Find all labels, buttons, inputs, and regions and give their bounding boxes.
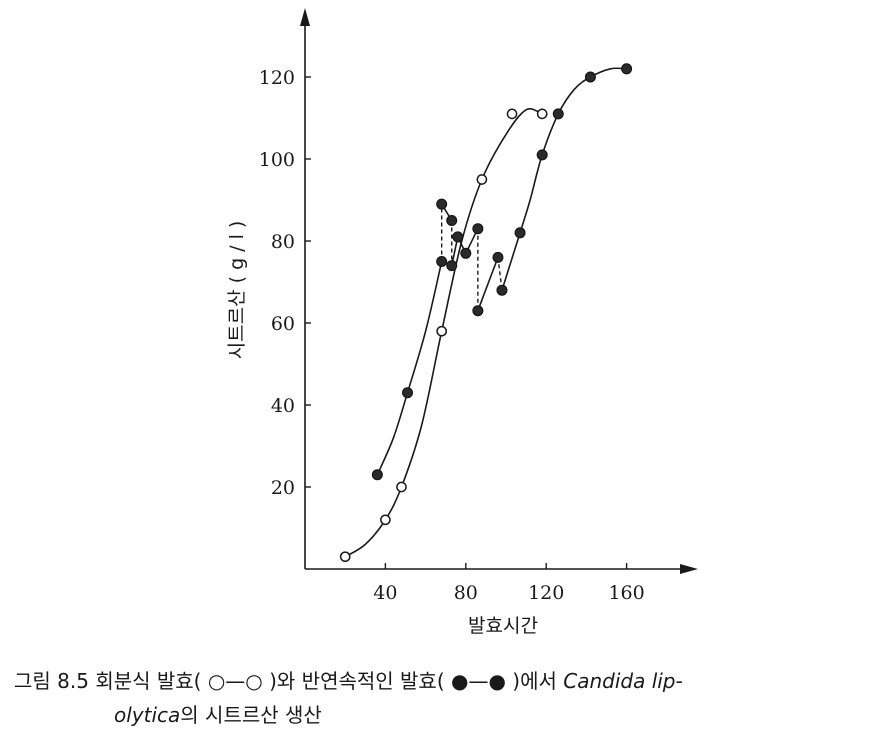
chart-marks [339,63,633,563]
y-axis-title: 시트르산 ( g / l ) [226,221,248,360]
filled-circle-series-line-upper [519,67,627,234]
open-circle-point [476,174,488,185]
x-tick-label: 120 [528,582,564,604]
filled-circle-point [472,223,484,235]
y-axis-arrow [300,8,310,26]
filled-circle-point [621,63,633,75]
filled-circle-series-segment [477,257,499,311]
filled-circle-point [446,215,458,226]
open-circle-point [536,108,548,120]
open-circle-legend-symbol: ○—○ [201,669,270,693]
filled-circle-point [402,387,414,399]
y-tick-label: 80 [271,231,295,253]
filled-circle-point [492,251,504,263]
filled-circle-point [536,149,548,161]
caption-line2-rest: 의 시트르산 생산 [180,703,322,727]
filled-circle-point [460,247,472,259]
y-tick-label: 120 [259,67,295,89]
caption-species-part2: olytica [114,703,181,727]
y-tick-label: 40 [271,395,295,417]
chart-curves [344,67,627,558]
x-axis-title: 발효시간 [468,615,538,637]
filled-circle-point [436,198,448,210]
y-tick-label: 100 [259,149,295,171]
open-circle-point [436,325,448,337]
filled-circle-point [514,227,526,239]
filled-circle-point [446,260,458,272]
y-tick-label: 20 [271,477,295,499]
open-circle-point [396,481,407,493]
open-circle-point [380,514,391,526]
open-circle-point [339,551,351,563]
x-axis-arrow [680,564,698,574]
filled-circle-legend-symbol: ●—● [444,669,513,693]
x-tick-label: 40 [373,582,397,604]
chart-ticks: 20 40 60 80 100 120 40 80 120 160 [259,67,645,604]
y-tick-label: 60 [271,313,295,335]
filled-circle-point [552,108,564,120]
filled-circle-point [584,71,596,83]
x-tick-label: 160 [608,582,644,604]
filled-circle-point [452,231,464,243]
filled-circle-point [436,256,448,267]
filled-circle-point [371,469,383,481]
filled-circle-point [472,305,484,317]
x-tick-label: 80 [454,582,478,604]
filled-circle-series-line-lower [376,261,443,476]
caption-suffix: )에서 [512,669,564,693]
filled-circle-point [496,284,508,296]
figure-caption: 그림 8.5 회분식 발효( ○—○ )와 반연속적인 발효( ●—● )에서 … [14,664,886,732]
caption-species-part1: Candida lip- [563,669,683,693]
caption-middle: )와 반연속적인 발효( [269,669,445,693]
filled-circle-series-segment [501,232,521,291]
open-circle-point [506,108,518,120]
filled-circle-dashed-drop [497,257,503,291]
caption-prefix: 그림 8.5 회분식 발효( [14,669,202,693]
chart-axes [300,8,698,574]
